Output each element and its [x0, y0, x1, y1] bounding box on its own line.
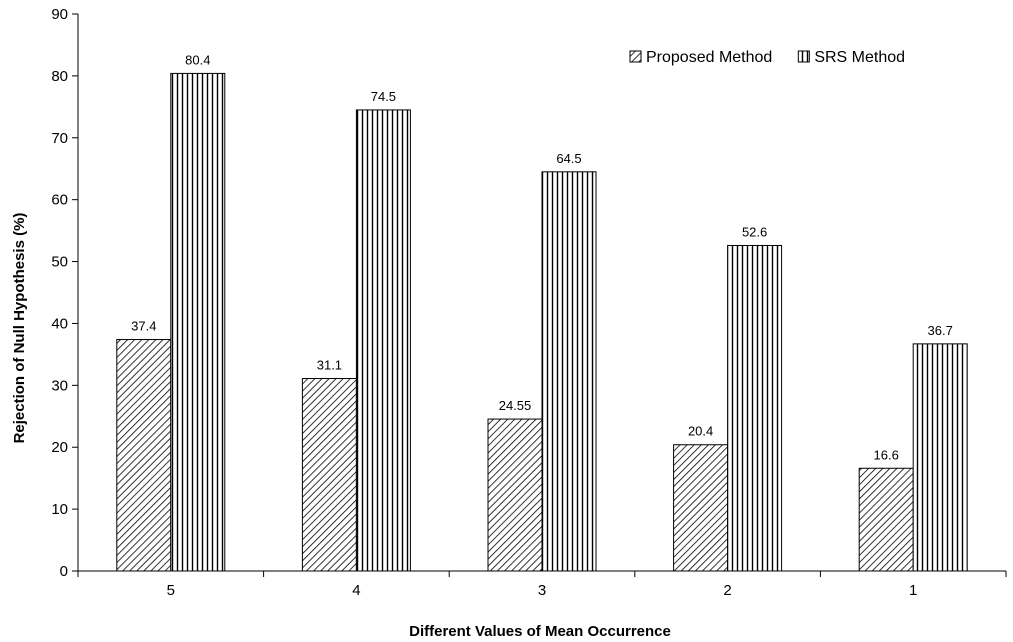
data-label: 24.55 [499, 398, 532, 413]
data-labels: 37.4 31.1 24.55 20.4 16.6 80.4 74.5 64.5 52.6 36.… [131, 52, 953, 462]
data-label: 31.1 [317, 358, 342, 373]
legend-swatch [629, 50, 642, 63]
data-label: 37.4 [131, 319, 156, 334]
data-label: 74.5 [371, 89, 396, 104]
x-tick-label: 4 [352, 582, 360, 599]
bar-proposed [301, 378, 357, 572]
y-tick-label: 10 [51, 501, 68, 518]
x-tick-label: 5 [167, 582, 175, 599]
legend-swatch [797, 50, 810, 63]
y-tick-label: 70 [51, 130, 68, 147]
x-tick-label: 1 [909, 582, 917, 599]
y-tick-label: 90 [51, 6, 68, 23]
x-axis-title: Different Values of Mean Occurrence [409, 623, 671, 640]
y-tick-label: 50 [51, 254, 68, 271]
bar-proposed [487, 418, 543, 572]
data-label: 36.7 [928, 323, 953, 338]
x-tick-label: 3 [538, 582, 546, 599]
bar-srs [170, 72, 226, 572]
bar-srs [727, 244, 783, 572]
bar-proposed [673, 444, 729, 572]
y-tick-label: 60 [51, 192, 68, 209]
y-axis-title: Rejection of Null Hypothesis (%) [11, 213, 28, 444]
x-axis: 5 4 3 2 1 [77, 570, 1007, 599]
y-tick-label: 20 [51, 439, 68, 456]
bar-srs [541, 171, 597, 572]
legend-label: Proposed Method [646, 49, 772, 66]
y-axis: 0 10 20 30 40 50 60 70 80 90 [51, 6, 79, 580]
bars [116, 72, 968, 572]
legend: Proposed Method SRS Method [629, 49, 905, 66]
bar-srs [912, 343, 968, 572]
legend-label: SRS Method [814, 49, 905, 66]
data-label: 20.4 [688, 424, 713, 439]
data-label: 16.6 [874, 447, 899, 462]
data-label: 64.5 [556, 151, 581, 166]
x-tick-label: 2 [723, 582, 731, 599]
bar-srs [355, 109, 411, 572]
y-tick-label: 0 [60, 563, 68, 580]
bar-proposed [858, 467, 914, 572]
bar-proposed [116, 339, 172, 572]
data-label: 80.4 [185, 52, 210, 67]
data-label: 52.6 [742, 224, 767, 239]
y-tick-label: 80 [51, 68, 68, 85]
y-tick-label: 30 [51, 377, 68, 394]
y-tick-label: 40 [51, 315, 68, 332]
